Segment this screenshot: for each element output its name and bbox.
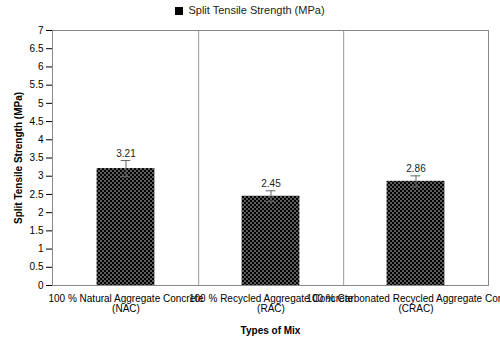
svg-text:2.86: 2.86 xyxy=(406,163,426,174)
svg-text:Split Tensile Strength (MPa): Split Tensile Strength (MPa) xyxy=(13,92,24,224)
svg-text:6: 6 xyxy=(38,61,44,72)
svg-text:5.5: 5.5 xyxy=(30,79,44,90)
html-text:100 % Recycled Aggregate Concr: 100 % Recycled Aggregate Concrete xyxy=(189,292,353,304)
svg-text:Types of Mix: Types of Mix xyxy=(241,325,301,336)
svg-text:1: 1 xyxy=(38,243,44,254)
svg-text:5: 5 xyxy=(38,98,44,109)
html-text:Split Tensile Strength (MPa): Split Tensile Strength (MPa) xyxy=(188,4,325,16)
svg-text:100 % Natural Aggregate Concre: 100 % Natural Aggregate Concrete(NAC) xyxy=(48,293,204,314)
svg-text:2.45: 2.45 xyxy=(261,178,281,189)
svg-text:3.5: 3.5 xyxy=(30,152,44,163)
svg-text:0.5: 0.5 xyxy=(30,261,44,272)
svg-text:2.5: 2.5 xyxy=(30,189,44,200)
svg-text:3: 3 xyxy=(38,170,44,181)
svg-text:3.21: 3.21 xyxy=(116,148,136,159)
svg-text:4.5: 4.5 xyxy=(30,116,44,127)
html-text:(RAC): (RAC) xyxy=(257,302,285,314)
svg-text:0: 0 xyxy=(38,280,44,291)
svg-text:6.5: 6.5 xyxy=(30,43,44,54)
svg-text:4: 4 xyxy=(38,134,44,145)
svg-text:7: 7 xyxy=(38,25,44,36)
svg-text:100 % Carbonated Recycled Aggr: 100 % Carbonated Recycled Aggregate Conc… xyxy=(306,293,500,314)
svg-text:1.5: 1.5 xyxy=(30,225,44,236)
svg-text:2: 2 xyxy=(38,207,44,218)
